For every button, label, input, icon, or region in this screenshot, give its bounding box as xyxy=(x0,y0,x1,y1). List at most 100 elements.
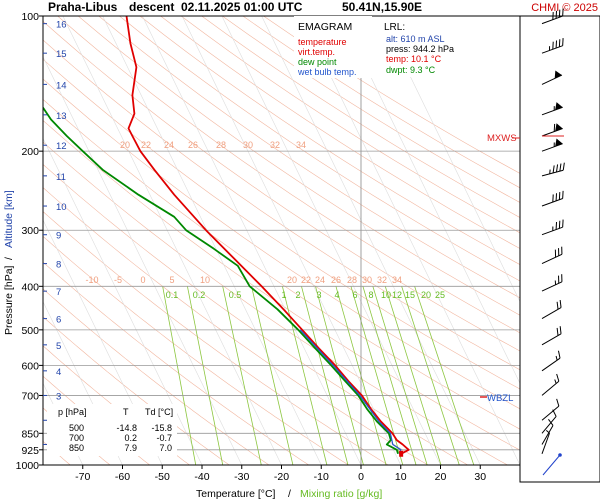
guide-line xyxy=(43,56,243,465)
pressure-tick-label: 200 xyxy=(21,146,39,158)
barb-full xyxy=(562,162,565,171)
barb-staff xyxy=(541,226,563,236)
lrl-box: LRL: alt: 610 m ASL press: 944.2 hPa tem… xyxy=(381,17,486,77)
barb-full xyxy=(556,327,559,336)
guide-line xyxy=(301,16,520,465)
guide-line xyxy=(102,16,322,465)
adiabat-label: 24 xyxy=(164,140,174,150)
barb-staff xyxy=(541,106,563,116)
adiabat-label: 32 xyxy=(377,275,387,285)
barb-full xyxy=(555,193,558,201)
barb-full xyxy=(562,38,564,46)
pressure-tick-label: 850 xyxy=(21,428,39,440)
table-row-td: 7.0 xyxy=(159,443,172,453)
table-row-td: -0.7 xyxy=(156,433,172,443)
mixing-ratio-line xyxy=(384,286,442,465)
barb-pennant xyxy=(555,123,563,132)
x-tick-label: -70 xyxy=(75,471,90,483)
guide-line xyxy=(142,16,362,465)
adiabat-label: -10 xyxy=(85,275,98,285)
barb-pennant xyxy=(555,138,563,147)
barb-half xyxy=(554,280,557,285)
header-station: Praha-Libus xyxy=(48,0,118,14)
guide-line xyxy=(261,16,481,465)
dry-adiabat xyxy=(180,16,520,234)
wind-barb xyxy=(541,350,561,372)
table-row-t: 7.9 xyxy=(124,443,137,453)
x-tick-label: 0 xyxy=(358,471,364,483)
barb-staff xyxy=(541,432,550,454)
barb-full xyxy=(557,350,561,359)
barb-full xyxy=(555,40,558,49)
mixing-ratio-label: 1 xyxy=(281,290,286,300)
altitude-tick-label: 3 xyxy=(56,391,61,402)
x-tick-label: -50 xyxy=(155,471,170,483)
x-tick-label: -10 xyxy=(314,471,329,483)
legend-item-wet-bulb: wet bulb temp. xyxy=(297,67,357,77)
ylabel: Pressure [hPa] / Altitude [km] xyxy=(3,190,15,335)
wind-barb xyxy=(541,429,550,454)
table-header-p: p [hPa] xyxy=(58,407,87,417)
altitude-tick-label: 14 xyxy=(56,80,67,91)
x-tick-label: -40 xyxy=(194,471,209,483)
barb-half xyxy=(553,142,555,147)
legend: EMAGRAM temperature virt.temp. dew point… xyxy=(294,16,372,78)
altitude-tick-label: 8 xyxy=(56,260,61,271)
barb-staff xyxy=(541,307,562,320)
table-row-t: 0.2 xyxy=(124,433,137,443)
pressure-tick-label: 925 xyxy=(21,445,39,457)
dry-adiabat xyxy=(43,20,520,352)
barb-staff xyxy=(541,425,554,445)
wind-barb xyxy=(541,409,557,434)
mixing-ratio-label: 3 xyxy=(316,290,321,300)
mixing-ratio-line xyxy=(401,286,460,465)
altitude-tick-label: 16 xyxy=(56,20,67,31)
legend-item-virt-temp: virt.temp. xyxy=(298,47,335,57)
wind-barb xyxy=(541,219,564,236)
barb-full xyxy=(554,249,557,258)
altitude-tick-label: 6 xyxy=(56,315,61,326)
table-row-p: 700 xyxy=(69,433,84,443)
barb-full xyxy=(559,326,562,334)
barb-full xyxy=(552,41,554,50)
header-coords: 50.41N,15.90E xyxy=(342,0,422,14)
guide-line xyxy=(43,382,84,465)
dry-adiabat xyxy=(222,16,520,203)
legend-title: EMAGRAM xyxy=(298,21,352,33)
altitude-tick-label: 12 xyxy=(56,141,67,152)
mixing-ratio-label: 0.5 xyxy=(229,290,242,300)
dry-adiabat xyxy=(201,16,520,218)
barb-half xyxy=(553,106,555,111)
barb-full xyxy=(552,409,557,417)
barb-full xyxy=(558,192,561,200)
profile-wet-bulb-temp xyxy=(299,329,402,455)
wind-panel xyxy=(519,15,600,483)
barb-full xyxy=(553,123,556,132)
mixing-ratio-line xyxy=(162,286,197,465)
pressure-tick-label: 1000 xyxy=(16,460,40,472)
barb-pennant xyxy=(554,70,562,79)
ylabel-sep: / xyxy=(3,257,15,260)
x-tick-label: 10 xyxy=(395,471,407,483)
barb-half xyxy=(549,169,551,174)
altitude-tick-label: 4 xyxy=(56,367,61,378)
mxws-label: MXWS xyxy=(487,133,517,144)
mixing-ratio-line xyxy=(251,286,294,465)
xlabel-mixing: Mixing ratio [g/kg] xyxy=(300,488,382,500)
wind-barb xyxy=(541,398,560,421)
mixing-ratio-label: 10 xyxy=(381,290,391,300)
pressure-tick-label: 600 xyxy=(21,360,39,372)
adiabat-label: 26 xyxy=(188,140,198,150)
mixing-ratio-label: 12 xyxy=(392,290,402,300)
pressure-tick-label: 400 xyxy=(21,281,39,293)
x-tick-label: 20 xyxy=(435,471,447,483)
barb-staff xyxy=(541,74,563,85)
guide-line xyxy=(43,137,203,465)
barb-full xyxy=(559,299,562,308)
mixing-ratio-label: 25 xyxy=(435,290,445,300)
wind-barb xyxy=(541,190,564,207)
barb-staff xyxy=(541,333,562,346)
ylabel-altitude: Altitude [km] xyxy=(3,190,15,248)
wind-barb xyxy=(541,274,563,292)
barb-staff xyxy=(541,405,560,421)
